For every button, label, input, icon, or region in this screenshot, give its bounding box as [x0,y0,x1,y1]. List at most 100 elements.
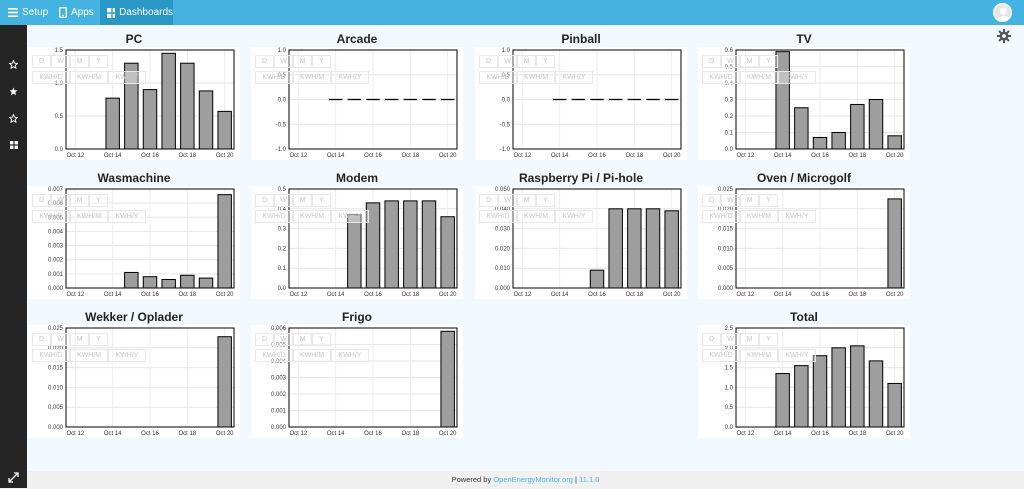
period-button-w[interactable]: W [51,333,70,346]
period-button-m[interactable]: M [517,194,536,207]
sidebar-expand[interactable] [0,465,27,489]
period-button-kwh-m[interactable]: KWH/M [740,71,778,84]
period-button-y[interactable]: Y [312,194,331,207]
period-button-m[interactable]: M [70,55,89,68]
period-button-m[interactable]: M [740,55,759,68]
chart-panel-raspberry-pi-pi-hole: Raspberry Pi / Pi-hole 0.000 0.010 0.020 0.0… [475,171,687,301]
period-button-y[interactable]: Y [759,55,778,68]
period-button-kwh-y[interactable]: KWH/Y [778,71,816,84]
sidebar-favorite-1[interactable] [0,52,27,76]
period-button-y[interactable]: Y [759,194,778,207]
period-button-kwh-m[interactable]: KWH/M [517,71,555,84]
period-button-y[interactable]: Y [536,194,555,207]
period-button-d[interactable]: D [479,55,498,68]
period-button-d[interactable]: D [255,194,274,207]
period-button-kwh-m[interactable]: KWH/M [70,71,108,84]
star-outline-icon [9,113,18,123]
period-button-d[interactable]: D [702,194,721,207]
period-button-kwh-d[interactable]: KWH/D [702,210,740,223]
y-tick-label: 0.002 [48,258,64,264]
period-button-y[interactable]: Y [536,55,555,68]
period-button-kwh-m[interactable]: KWH/M [293,210,331,223]
period-button-kwh-y[interactable]: KWH/Y [108,210,146,223]
nav-apps[interactable]: Apps [54,0,99,25]
period-button-kwh-d[interactable]: KWH/D [32,71,70,84]
chart-svg-raspberry-pi-pi-hole: 0.000 0.010 0.020 0.030 0.040 0.050 Oct 12 Oct … [495,187,682,298]
period-button-m[interactable]: M [740,194,759,207]
user-avatar[interactable] [993,3,1012,22]
period-button-d[interactable]: D [32,333,51,346]
chart-svg-arcade: -1.0 -0.5 0.0 0.5 1.0 Oct 12 Oct 14 Oct 16 Oct 1… [276,48,458,159]
nav-dashboards[interactable]: Dashboards [100,0,173,25]
period-button-y[interactable]: Y [89,55,108,68]
period-button-w[interactable]: W [274,194,293,207]
period-button-y[interactable]: Y [759,333,778,346]
period-button-y[interactable]: Y [312,333,331,346]
period-button-kwh-d[interactable]: KWH/D [255,210,293,223]
period-button-w[interactable]: W [274,55,293,68]
period-button-kwh-y[interactable]: KWH/Y [778,210,816,223]
x-tick-label: Oct 16 [364,292,382,298]
period-button-kwh-y[interactable]: KWH/Y [778,349,816,362]
period-button-kwh-y[interactable]: KWH/Y [331,349,369,362]
period-button-w[interactable]: W [51,55,70,68]
sidebar-dashboards[interactable] [0,133,27,157]
period-button-kwh-y[interactable]: KWH/Y [108,349,146,362]
x-tick-label: Oct 14 [774,292,792,298]
period-button-kwh-d[interactable]: KWH/D [32,210,70,223]
period-button-kwh-d[interactable]: KWH/D [479,210,517,223]
bar [812,355,828,428]
period-button-y[interactable]: Y [89,194,108,207]
plot-frame [288,188,458,289]
period-button-kwh-m[interactable]: KWH/M [293,349,331,362]
period-button-w[interactable]: W [721,194,740,207]
period-button-d[interactable]: D [32,194,51,207]
period-button-kwh-y[interactable]: KWH/Y [331,210,369,223]
period-button-m[interactable]: M [740,333,759,346]
period-button-kwh-y[interactable]: KWH/Y [555,71,593,84]
period-button-kwh-y[interactable]: KWH/Y [331,71,369,84]
period-button-w[interactable]: W [498,55,517,68]
period-button-w[interactable]: W [721,55,740,68]
period-button-m[interactable]: M [293,194,312,207]
period-button-d[interactable]: D [702,333,721,346]
period-button-w[interactable]: W [274,333,293,346]
period-button-d[interactable]: D [702,55,721,68]
period-button-d[interactable]: D [255,55,274,68]
period-button-kwh-m[interactable]: KWH/M [70,349,108,362]
period-button-kwh-y[interactable]: KWH/Y [108,71,146,84]
period-button-m[interactable]: M [517,55,536,68]
period-button-kwh-d[interactable]: KWH/D [702,349,740,362]
period-button-w[interactable]: W [51,194,70,207]
period-button-d[interactable]: D [255,333,274,346]
period-button-kwh-d[interactable]: KWH/D [479,71,517,84]
period-button-kwh-d[interactable]: KWH/D [702,71,740,84]
chart-body: 0.000 0.005 0.010 0.015 0.020 0.025 Oct 12 Oct … [698,186,910,299]
period-button-kwh-d[interactable]: KWH/D [32,349,70,362]
period-button-y[interactable]: Y [312,55,331,68]
period-button-m[interactable]: M [70,194,89,207]
period-button-kwh-m[interactable]: KWH/M [740,349,778,362]
period-button-kwh-m[interactable]: KWH/M [517,210,555,223]
period-button-w[interactable]: W [721,333,740,346]
period-button-w[interactable]: W [498,194,517,207]
nav-setup[interactable]: Setup [0,0,49,25]
period-button-m[interactable]: M [293,55,312,68]
sidebar-favorite-active[interactable] [0,79,27,103]
period-button-y[interactable]: Y [89,333,108,346]
period-button-m[interactable]: M [70,333,89,346]
sidebar-favorite-2[interactable] [0,106,27,130]
period-button-kwh-d[interactable]: KWH/D [255,71,293,84]
period-button-kwh-d[interactable]: KWH/D [255,349,293,362]
period-button-kwh-y[interactable]: KWH/Y [555,210,593,223]
period-button-d[interactable]: D [479,194,498,207]
period-button-kwh-m[interactable]: KWH/M [293,71,331,84]
footer-link[interactable]: OpenEnergyMonitor.org [493,475,573,484]
period-button-kwh-m[interactable]: KWH/M [70,210,108,223]
period-button-d[interactable]: D [32,55,51,68]
period-button-kwh-m[interactable]: KWH/M [740,210,778,223]
footer-version[interactable]: 11.1.0 [579,475,600,484]
period-button-m[interactable]: M [293,333,312,346]
gear-icon[interactable] [997,29,1011,43]
